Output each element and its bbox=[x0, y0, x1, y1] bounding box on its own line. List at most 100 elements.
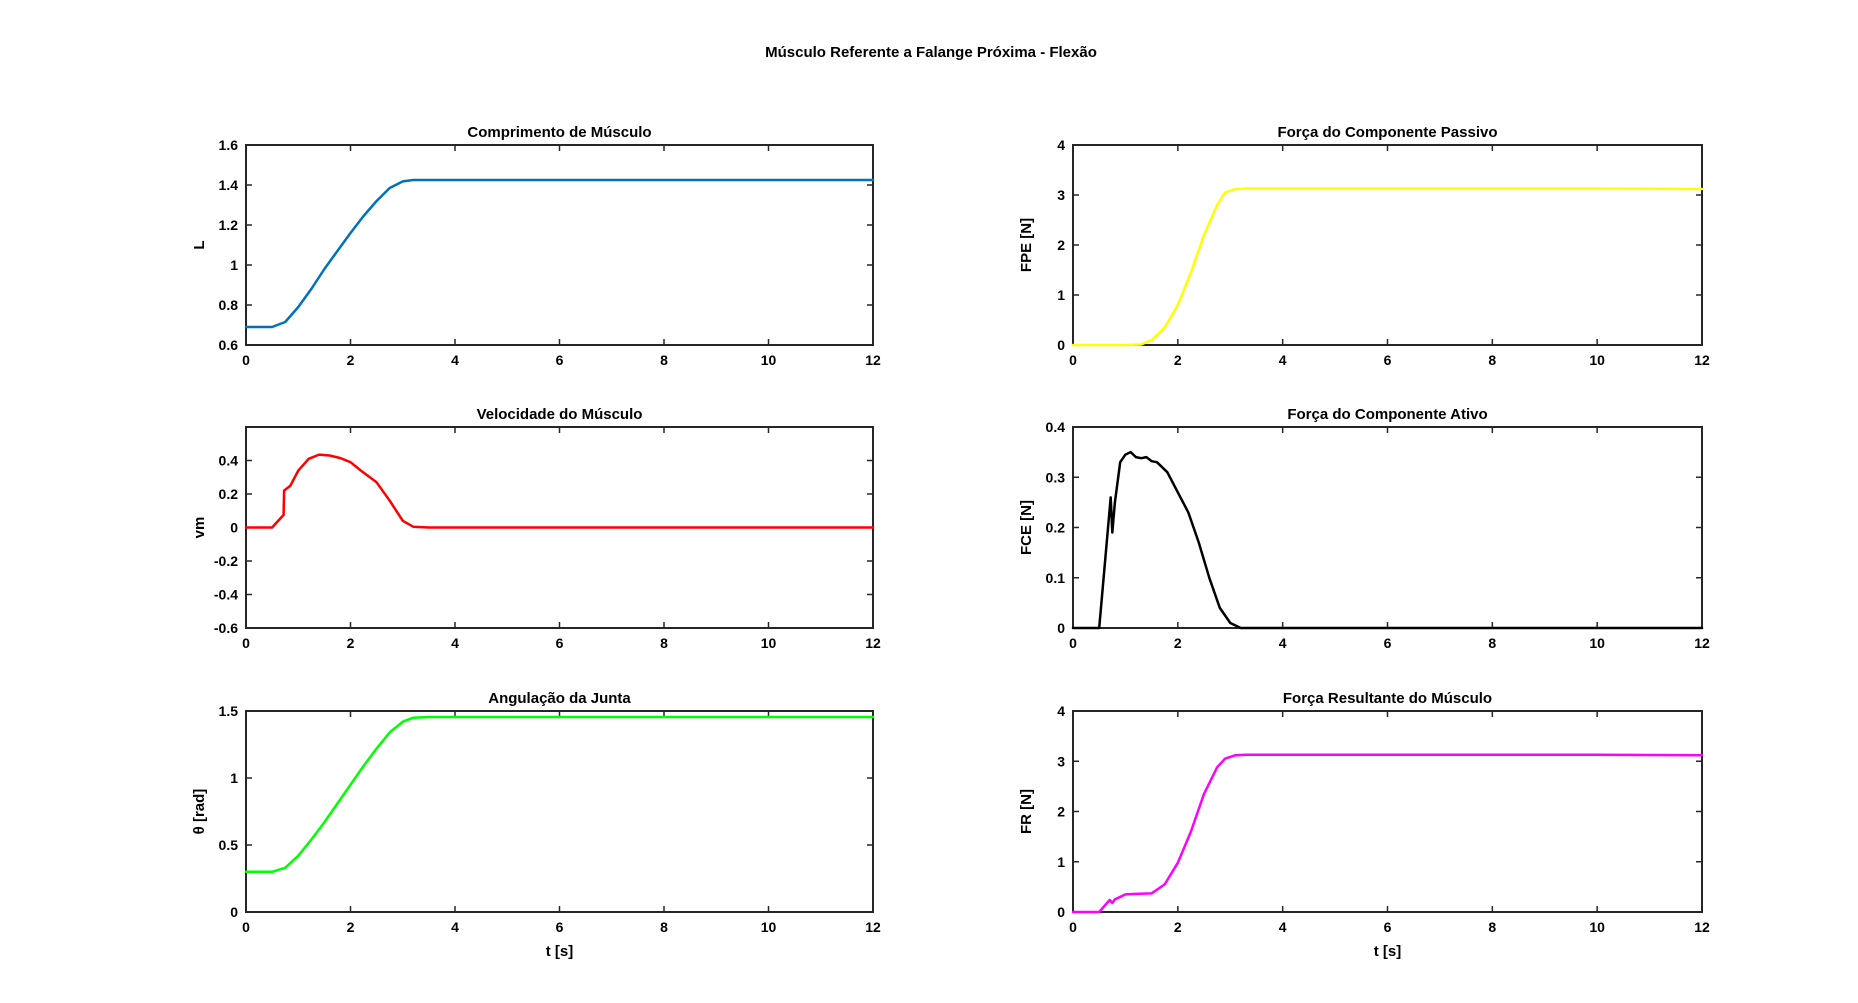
y-tick-label: 0.2 bbox=[219, 486, 239, 502]
subplot-5: Angulação da Junta 0 2 4 6 8 10 12 0 0.5 1 1.5 θ [ra… bbox=[191, 690, 881, 960]
y-tick-label: 1.2 bbox=[219, 217, 239, 233]
axes-box bbox=[245, 710, 874, 913]
y-tick-label: 3 bbox=[1057, 187, 1065, 203]
y-axis-label: vm bbox=[191, 517, 208, 539]
y-axis-label: θ [rad] bbox=[191, 789, 208, 835]
x-tick-label: 0 bbox=[242, 635, 250, 651]
x-tick-label: 10 bbox=[1589, 352, 1605, 368]
subplot-4: Força do Componente Ativo 0 2 4 6 8 10 12 0 0.1 0.… bbox=[1018, 406, 1710, 651]
series-line-1 bbox=[244, 453, 875, 529]
x-axis-label: t [s] bbox=[1374, 943, 1402, 960]
y-tick-label: 1 bbox=[230, 770, 238, 786]
x-tick-label: 6 bbox=[1384, 635, 1392, 651]
y-tick-label: 0 bbox=[1057, 620, 1065, 636]
x-tick-label: 8 bbox=[1488, 635, 1496, 651]
x-tick-label: 12 bbox=[1694, 919, 1710, 935]
y-axis-label: FCE [N] bbox=[1018, 500, 1035, 555]
x-tick-label: 0 bbox=[242, 352, 250, 368]
series-line-1 bbox=[1071, 753, 1704, 914]
x-tick-label: 12 bbox=[865, 352, 881, 368]
y-tick-label: 1.5 bbox=[219, 703, 239, 719]
subplot-title: Força Resultante do Músculo bbox=[1283, 690, 1492, 707]
x-tick-label: 10 bbox=[1589, 635, 1605, 651]
y-tick-label: 0 bbox=[230, 904, 238, 920]
x-tick-label: 6 bbox=[1384, 352, 1392, 368]
axes-box bbox=[1072, 426, 1703, 629]
x-tick-label: 8 bbox=[1488, 919, 1496, 935]
subplot-1: Comprimento de Músculo 0 2 4 6 8 10 12 0.6 0.8 1 1.… bbox=[191, 124, 881, 368]
y-axis-label: FR [N] bbox=[1018, 789, 1035, 834]
y-tick-label: 0.1 bbox=[1046, 570, 1066, 586]
x-tick-label: 10 bbox=[761, 352, 777, 368]
y-tick-label: 0 bbox=[230, 520, 238, 536]
y-tick-label: 3 bbox=[1057, 753, 1065, 769]
x-tick-label: 8 bbox=[660, 919, 668, 935]
x-tick-label: 12 bbox=[1694, 352, 1710, 368]
series-line-1 bbox=[1071, 187, 1704, 347]
y-tick-label: -0.2 bbox=[214, 553, 238, 569]
subplot-title: Força do Componente Ativo bbox=[1287, 406, 1487, 423]
y-tick-label: -0.4 bbox=[214, 587, 238, 603]
x-tick-label: 6 bbox=[556, 919, 564, 935]
x-tick-label: 6 bbox=[1384, 919, 1392, 935]
x-tick-label: 12 bbox=[1694, 635, 1710, 651]
y-axis-label: L bbox=[191, 240, 208, 249]
axes-layer: Comprimento de Músculo 0 2 4 6 8 10 12 0.6 0.8 1 1.… bbox=[191, 124, 1710, 960]
y-tick-label: 0.4 bbox=[1046, 419, 1066, 435]
x-tick-label: 2 bbox=[1174, 352, 1182, 368]
x-tick-label: 10 bbox=[761, 919, 777, 935]
x-tick-label: 10 bbox=[1589, 919, 1605, 935]
axes-box bbox=[1072, 144, 1703, 346]
y-tick-label: 2 bbox=[1057, 237, 1065, 253]
y-tick-label: 1.4 bbox=[219, 177, 239, 193]
x-tick-label: 12 bbox=[865, 635, 881, 651]
x-tick-label: 4 bbox=[1279, 919, 1287, 935]
x-tick-label: 10 bbox=[761, 635, 777, 651]
x-tick-label: 0 bbox=[242, 919, 250, 935]
x-tick-label: 4 bbox=[451, 919, 459, 935]
x-tick-label: 0 bbox=[1069, 635, 1077, 651]
x-tick-label: 6 bbox=[556, 635, 564, 651]
y-tick-label: 0.5 bbox=[219, 837, 239, 853]
x-tick-label: 2 bbox=[1174, 919, 1182, 935]
y-tick-label: 0 bbox=[1057, 337, 1065, 353]
y-axis-label: FPE [N] bbox=[1018, 218, 1035, 272]
x-tick-label: 6 bbox=[556, 352, 564, 368]
x-tick-label: 2 bbox=[347, 919, 355, 935]
y-tick-label: 0 bbox=[1057, 904, 1065, 920]
x-tick-label: 0 bbox=[1069, 919, 1077, 935]
x-tick-label: 8 bbox=[660, 352, 668, 368]
y-tick-label: 2 bbox=[1057, 804, 1065, 820]
subplot-title: Velocidade do Músculo bbox=[477, 406, 643, 423]
y-tick-label: 0.8 bbox=[219, 297, 239, 313]
series-line-1 bbox=[1071, 450, 1704, 630]
y-tick-label: -0.6 bbox=[214, 620, 238, 636]
x-tick-label: 4 bbox=[451, 635, 459, 651]
subplot-title: Força do Componente Passivo bbox=[1277, 124, 1497, 141]
x-tick-label: 8 bbox=[1488, 352, 1496, 368]
series-line-1 bbox=[244, 178, 875, 329]
x-tick-label: 0 bbox=[1069, 352, 1077, 368]
x-tick-label: 2 bbox=[347, 635, 355, 651]
x-tick-label: 8 bbox=[660, 635, 668, 651]
y-tick-label: 0.4 bbox=[219, 453, 239, 469]
subplot-title: Comprimento de Músculo bbox=[467, 124, 651, 141]
x-tick-label: 2 bbox=[347, 352, 355, 368]
x-axis-label: t [s] bbox=[546, 943, 574, 960]
x-tick-label: 4 bbox=[451, 352, 459, 368]
subplot-3: Velocidade do Músculo 0 2 4 6 8 10 12 -0.6 -0.4 -0… bbox=[191, 406, 881, 651]
y-tick-label: 4 bbox=[1057, 137, 1065, 153]
x-tick-label: 2 bbox=[1174, 635, 1182, 651]
y-tick-label: 1.6 bbox=[219, 137, 239, 153]
subplot-title: Angulação da Junta bbox=[488, 690, 631, 707]
figure-suptitle: Músculo Referente a Falange Próxima - Fl… bbox=[765, 44, 1097, 61]
y-tick-label: 0.2 bbox=[1046, 520, 1066, 536]
y-tick-label: 4 bbox=[1057, 703, 1065, 719]
series-line-1 bbox=[244, 715, 875, 874]
y-tick-label: 0.6 bbox=[219, 337, 239, 353]
x-tick-label: 4 bbox=[1279, 635, 1287, 651]
y-tick-label: 0.3 bbox=[1046, 469, 1066, 485]
